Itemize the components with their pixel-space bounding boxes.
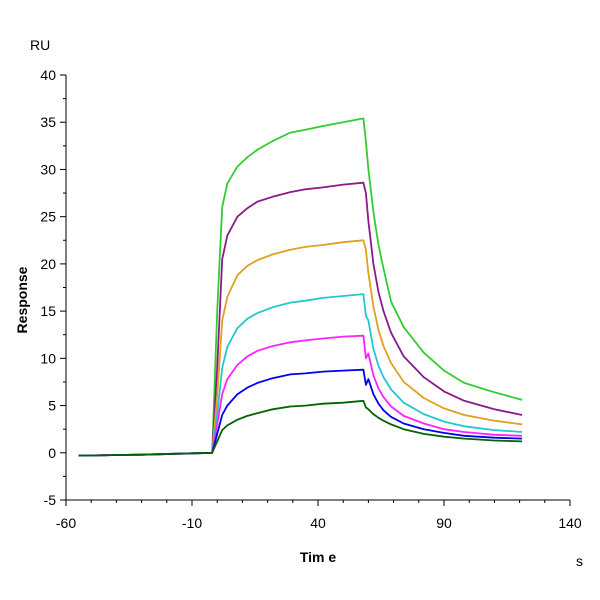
x-axis-label: Tim e (300, 549, 337, 565)
series-line-2 (78, 181, 523, 457)
y-tick-label: 0 (48, 445, 56, 461)
y-tick-label: 5 (48, 398, 56, 414)
y-tick-label: 10 (40, 350, 56, 366)
x-tick-label: 40 (310, 515, 326, 531)
x-unit-label: s (576, 553, 583, 569)
y-unit-label: RU (30, 37, 50, 53)
x-tick-label: -60 (56, 515, 76, 531)
y-tick-label: 15 (40, 303, 56, 319)
y-tick-label: 30 (40, 161, 56, 177)
x-tick-label: 140 (558, 515, 582, 531)
series-line-3 (78, 239, 523, 457)
x-tick-label: -10 (182, 515, 202, 531)
y-tick-label: 40 (40, 67, 56, 83)
series-line-4 (78, 293, 523, 457)
series-line-5 (78, 334, 523, 457)
y-tick-label: -5 (44, 492, 57, 508)
y-tick-label: 25 (40, 209, 56, 225)
series-line-6 (78, 368, 523, 457)
series-line-7 (78, 399, 523, 457)
y-tick-label: 20 (40, 256, 56, 272)
y-axis-label: Response (14, 266, 30, 333)
y-tick-label: 35 (40, 114, 56, 130)
x-tick-label: 90 (436, 515, 452, 531)
series-line-1 (78, 117, 523, 457)
